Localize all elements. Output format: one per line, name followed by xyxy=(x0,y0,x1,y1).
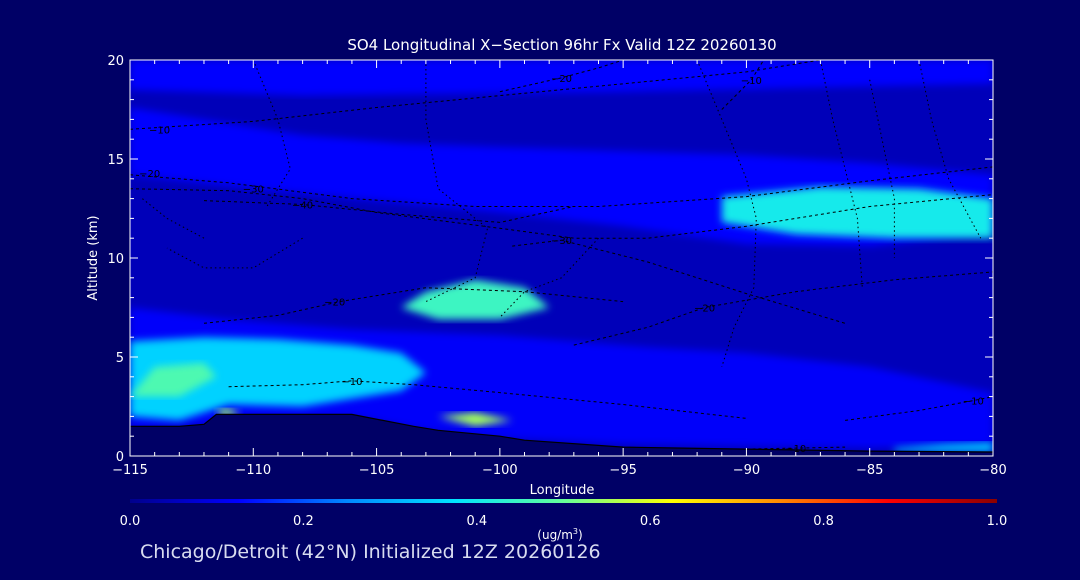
dotted-contour-7 xyxy=(166,237,303,269)
colorbar-unit-prefix: (ug/m xyxy=(537,528,573,542)
contour-layer: −10 −20 −30 −40 −30 −20 −20 −10 −10 −20 −10 −10 xyxy=(130,60,993,455)
x-tick-label: −105 xyxy=(359,463,395,478)
chart-title: SO4 Longitudinal X−Section 96hr Fx Valid… xyxy=(347,36,776,54)
field-region-east-ground-layer xyxy=(894,442,993,452)
terrain-outline xyxy=(130,413,993,453)
x-tick-label: −95 xyxy=(609,463,636,478)
dotted-contour-8 xyxy=(141,198,205,239)
y-tick-label: 5 xyxy=(116,351,124,366)
colorbar-unit: (ug/m3) xyxy=(537,527,582,542)
colorbar-tick-label: 0.0 xyxy=(120,514,141,529)
y-axis-label: Altitude (km) xyxy=(86,215,101,300)
colorbar-unit-sup: 3 xyxy=(573,527,578,536)
temperature-contour-8 xyxy=(845,396,993,421)
contour-label-1: −20 xyxy=(139,169,160,180)
colorbar-tick-label: 0.6 xyxy=(640,514,661,529)
dotted-contour-2 xyxy=(696,60,757,368)
terrain xyxy=(130,413,993,456)
contour-label-3: −40 xyxy=(292,201,313,212)
temperature-contour-4 xyxy=(512,239,846,324)
contour-label-10: −10 xyxy=(741,76,762,87)
field-region-upper-layer xyxy=(130,60,993,96)
field-region-west-plume xyxy=(130,337,426,421)
field-region-near-ground-peak xyxy=(438,412,513,427)
temperature-contour-0 xyxy=(130,60,821,130)
temperature-contour-5 xyxy=(203,287,624,324)
dotted-contour-1 xyxy=(425,60,489,303)
contour-label-11: −10 xyxy=(785,444,806,455)
colorbar-tick-label: 0.4 xyxy=(466,514,487,529)
x-axis-label: Longitude xyxy=(530,483,595,498)
colorbar-tick-label: 0.2 xyxy=(293,514,314,529)
field-region-west-core xyxy=(130,362,217,397)
contour-label-5: −20 xyxy=(324,298,345,309)
colorbar-tick-label: 1.0 xyxy=(987,514,1008,529)
contour-label-4: −30 xyxy=(551,236,572,247)
temperature-contour-6 xyxy=(573,271,993,346)
contour-label-9: −20 xyxy=(551,74,572,85)
concentration-field xyxy=(130,60,993,456)
field-region-upper-jet-core xyxy=(721,186,993,239)
temperature-contour-7 xyxy=(228,380,747,419)
y-tick-label: 15 xyxy=(107,153,124,168)
temperature-contour-11 xyxy=(746,446,846,450)
contour-label-2: −30 xyxy=(243,185,264,196)
temperature-contour-9 xyxy=(499,60,624,93)
terrain-mask xyxy=(130,414,993,456)
dotted-contour-3 xyxy=(819,60,863,288)
y-tick-label: 10 xyxy=(107,252,124,267)
dotted-contour-0 xyxy=(252,60,291,209)
dotted-contour-4 xyxy=(869,79,895,258)
colorbar-ticks: 0.0 0.2 0.4 0.6 0.8 1.0 xyxy=(120,514,1008,529)
x-axis: −115 −110 −105 −100 −95 −90 −85 −80 xyxy=(112,60,1007,478)
temperature-contour-2 xyxy=(130,188,993,239)
field-region-mid-plume xyxy=(401,279,550,320)
y-axis: 0 5 10 15 20 xyxy=(107,54,993,465)
initialization-caption: Chicago/Detroit (42°N) Initialized 12Z 2… xyxy=(140,541,601,563)
colorbar-tick-label: 0.8 xyxy=(813,514,834,529)
contour-label-7: −10 xyxy=(341,377,362,388)
contour-label-0: −10 xyxy=(149,125,170,136)
contour-label-6: −20 xyxy=(694,304,715,315)
contour-label-8: −10 xyxy=(963,397,984,408)
y-tick-label: 20 xyxy=(107,54,124,69)
temperature-contour-1 xyxy=(130,166,993,207)
colorbar-unit-suffix: ) xyxy=(578,528,583,542)
colorbar xyxy=(130,499,997,503)
colorbar-ramp xyxy=(130,499,997,503)
x-tick-label: −115 xyxy=(112,463,148,478)
x-tick-label: −80 xyxy=(979,463,1006,478)
field-region-lower-layer xyxy=(130,307,993,449)
y-tick-label: 0 xyxy=(116,450,124,465)
x-tick-label: −90 xyxy=(733,463,760,478)
x-tick-label: −100 xyxy=(482,463,518,478)
x-tick-label: −85 xyxy=(856,463,883,478)
dotted-contour-6 xyxy=(499,237,599,318)
x-tick-label: −110 xyxy=(235,463,271,478)
temperature-contour-10 xyxy=(721,60,765,110)
